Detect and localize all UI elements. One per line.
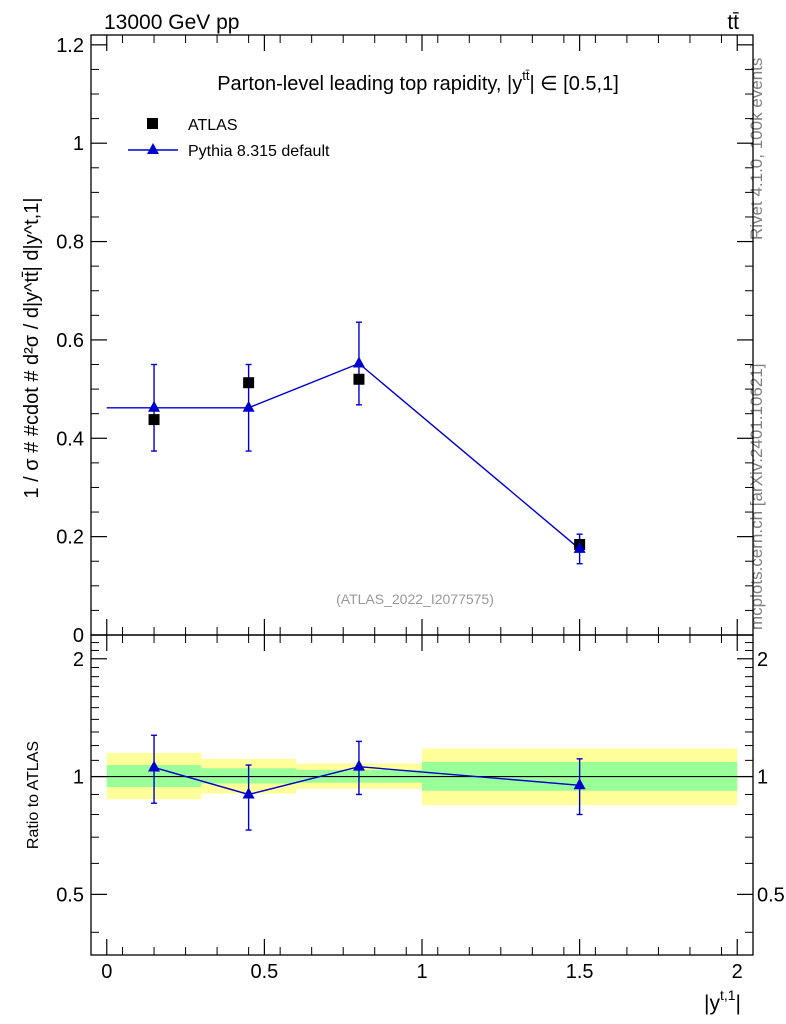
mcplots-label: mcplots.cern.ch [arXiv:2401.10621] xyxy=(747,364,766,630)
ratio-xtick-label: 1.5 xyxy=(566,961,594,983)
atlas-point xyxy=(148,414,160,426)
ratio-point xyxy=(573,778,586,790)
main-ytick-label: 1 xyxy=(73,133,84,155)
main-title-sup: tt̄ xyxy=(522,68,530,83)
ratio-xlabel: |yt,1| xyxy=(704,987,741,1015)
atlas-point xyxy=(243,377,255,389)
ratio-frame xyxy=(90,634,754,956)
main-ytick-label: 0.2 xyxy=(56,527,84,549)
main-panel: 0 0.2 0.4 0.6 0.8 1 1.2 Parton-level leading t… xyxy=(21,34,754,647)
atlas-point xyxy=(353,373,365,385)
mc-point xyxy=(242,400,255,412)
mc-point xyxy=(573,541,586,553)
legend: ATLAS Pythia 8.315 default xyxy=(128,117,330,160)
main-ytick-label: 0.4 xyxy=(56,428,84,450)
main-title: Parton-level leading top rapidity, |ytt̄… xyxy=(217,68,619,95)
main-ytick-label: 0 xyxy=(73,625,84,647)
ratio-xtick-label: 0 xyxy=(101,961,112,983)
ratio-xtick-label: 2 xyxy=(732,961,743,983)
legend-atlas-label: ATLAS xyxy=(188,117,238,134)
ratio-point xyxy=(352,759,365,771)
energy-label: 13000 GeV pp xyxy=(104,11,239,34)
rivet-label: Rivet 4.1.0, 100k events xyxy=(747,58,766,240)
ratio-xtick-label: 1 xyxy=(416,961,427,983)
ratio-panel: 0.5 0.5 1 1 2 2 0 0.5 1 1.5 2 Ratio to ATLAS |yt,1… xyxy=(25,634,785,1015)
watermark: (ATLAS_2022_I2077575) xyxy=(336,591,494,607)
mc-point xyxy=(352,356,365,368)
ratio-ytick-label: 0.5 xyxy=(56,884,84,906)
main-ytick-label: 1.2 xyxy=(56,35,84,57)
ratio-ytick-label-right: 0.5 xyxy=(757,884,785,906)
legend-pythia-label: Pythia 8.315 default xyxy=(188,143,330,160)
ratio-ytick-label-right: 1 xyxy=(757,767,768,789)
ratio-ytick-label-right: 2 xyxy=(757,649,768,671)
ratio-point xyxy=(148,760,161,772)
ratio-xtick-label: 0.5 xyxy=(250,961,278,983)
main-title-tail: | ∈ [0.5,1] xyxy=(529,73,618,95)
main-title-text: Parton-level leading top rapidity, |y xyxy=(217,73,522,95)
legend-pythia-marker xyxy=(147,143,159,154)
ratio-point xyxy=(242,787,255,799)
process-label: tt̄ xyxy=(727,11,739,34)
ratio-ylabel: Ratio to ATLAS xyxy=(25,741,42,849)
ratio-ytick-label: 1 xyxy=(73,767,84,789)
main-ytick-label: 0.8 xyxy=(56,232,84,254)
mc-series-line xyxy=(106,362,581,550)
ratio-xlabel-sup: t,1 xyxy=(720,987,736,1003)
ratio-series-line xyxy=(153,765,580,796)
ratio-ytick-label: 2 xyxy=(73,649,84,671)
mc-point xyxy=(148,400,161,412)
legend-atlas-marker xyxy=(147,118,158,129)
main-ytick-label: 0.6 xyxy=(56,330,84,352)
main-ylabel: 1 / σ # #cdot # d²σ / d|y^tt̄| d|y^t,1| xyxy=(21,197,43,498)
